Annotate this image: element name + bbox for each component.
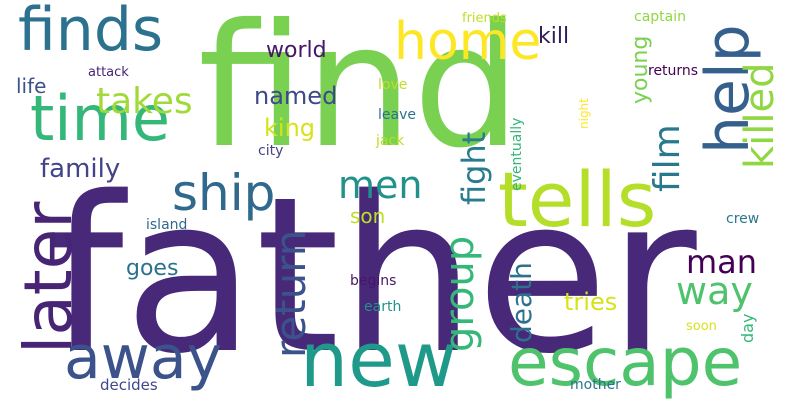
word-mother: mother	[570, 377, 621, 393]
word-man: man	[686, 243, 758, 281]
word-island: island	[146, 217, 188, 233]
word-captain: captain	[634, 9, 686, 25]
word-eventually: eventually	[509, 118, 525, 192]
word-friends: friends	[462, 11, 507, 26]
word-killed: killed	[737, 61, 783, 169]
word-ship: ship	[172, 164, 276, 222]
word-finds: finds	[18, 0, 164, 65]
word-away: away	[64, 323, 223, 393]
word-return: return	[266, 229, 315, 359]
word-begins: begins	[350, 273, 397, 289]
word-men: men	[338, 163, 423, 207]
word-life: life	[16, 74, 47, 98]
word-father: father	[48, 150, 697, 401]
word-tries: tries	[564, 288, 618, 316]
word-day: day	[738, 313, 757, 344]
word-escape: escape	[508, 324, 743, 401]
word-son: son	[350, 204, 386, 228]
word-city: city	[258, 143, 284, 159]
word-fight: fight	[455, 132, 493, 206]
word-film: film	[647, 123, 688, 192]
word-tells: tells	[498, 155, 657, 244]
word-find: find	[198, 0, 521, 186]
word-attack: attack	[88, 65, 129, 80]
word-takes: takes	[96, 81, 193, 122]
word-death: death	[505, 261, 538, 343]
word-home: home	[394, 12, 542, 72]
word-later: later	[10, 201, 87, 355]
word-love: love	[378, 77, 408, 93]
word-leave: leave	[378, 107, 416, 123]
word-night: night	[577, 97, 591, 129]
word-returns: returns	[648, 63, 699, 79]
word-goes: goes	[126, 256, 179, 281]
word-group: group	[437, 236, 483, 353]
word-crew: crew	[726, 211, 760, 227]
word-named: named	[254, 82, 338, 110]
word-family: family	[40, 154, 121, 184]
word-earth: earth	[364, 299, 402, 315]
word-kill: kill	[538, 24, 570, 49]
word-new: new	[300, 315, 458, 404]
word-way: way	[676, 269, 753, 313]
word-world: world	[266, 38, 327, 63]
word-time: time	[30, 82, 171, 155]
word-king: king	[264, 114, 316, 142]
word-jack: jack	[376, 133, 405, 149]
word-decides: decides	[100, 376, 158, 394]
word-soon: soon	[686, 319, 717, 334]
